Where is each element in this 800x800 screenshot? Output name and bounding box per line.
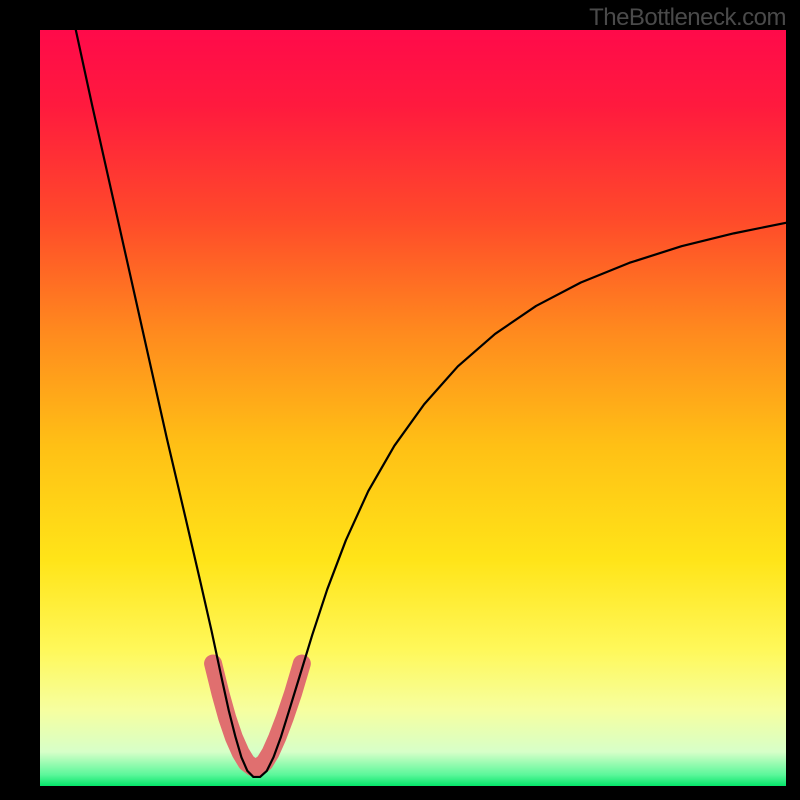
bottleneck-chart xyxy=(0,0,800,800)
gradient-background xyxy=(40,30,786,786)
watermark-text: TheBottleneck.com xyxy=(589,4,786,32)
figure-frame: TheBottleneck.com xyxy=(0,0,800,800)
